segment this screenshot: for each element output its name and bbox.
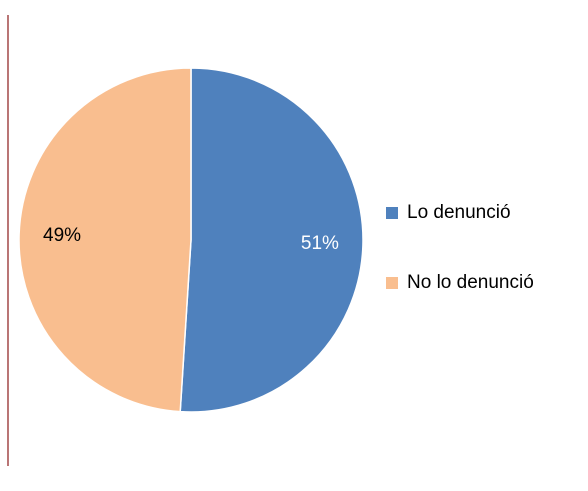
pie-slice — [18, 67, 192, 413]
pie-slice — [179, 67, 364, 413]
slice-label: 51% — [301, 233, 339, 254]
slice-label: 49% — [43, 225, 81, 246]
legend-swatch — [386, 207, 398, 219]
legend-label: Lo denunció — [407, 202, 511, 223]
legend-label: No lo denunció — [407, 272, 534, 293]
legend-swatch — [386, 277, 398, 289]
